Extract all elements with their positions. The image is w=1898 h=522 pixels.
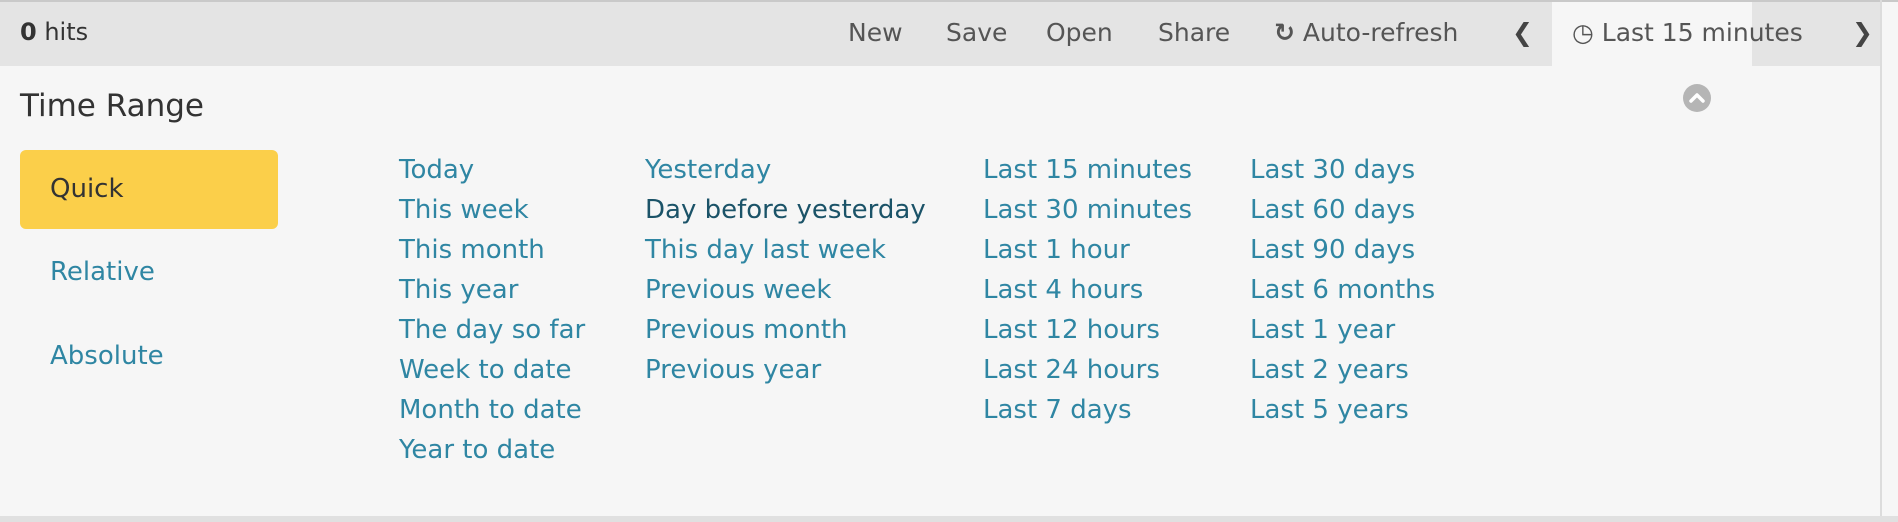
quick-option[interactable]: Week to date: [399, 355, 572, 385]
clock-icon: ◷: [1572, 18, 1594, 47]
quick-option[interactable]: Last 5 years: [1250, 395, 1409, 425]
chevron-left-icon[interactable]: ❮: [1512, 18, 1533, 47]
quick-option[interactable]: This month: [399, 235, 545, 265]
bottom-border: [0, 516, 1898, 522]
quick-column-4: Last 30 days Last 60 days Last 90 days Last…: [1250, 152, 1435, 432]
quick-option[interactable]: Last 4 hours: [983, 275, 1144, 305]
quick-option[interactable]: This week: [399, 195, 529, 225]
quick-option[interactable]: Previous week: [645, 275, 832, 305]
mode-relative[interactable]: Relative: [50, 257, 155, 287]
quick-column-2: Yesterday Day before yesterday This day la…: [645, 152, 926, 392]
quick-option[interactable]: Last 7 days: [983, 395, 1132, 425]
time-picker-button[interactable]: [1552, 2, 1752, 66]
hits-number: 0: [20, 18, 37, 46]
collapse-icon[interactable]: [1683, 84, 1711, 112]
quick-option[interactable]: Previous month: [645, 315, 848, 345]
quick-option[interactable]: Last 6 months: [1250, 275, 1436, 305]
chevron-right-icon[interactable]: ❯: [1852, 18, 1873, 47]
quick-option[interactable]: This year: [399, 275, 519, 305]
quick-option[interactable]: Last 90 days: [1250, 235, 1416, 265]
quick-option[interactable]: Last 30 minutes: [983, 195, 1193, 225]
mode-quick[interactable]: Quick: [20, 150, 278, 229]
quick-option[interactable]: Last 15 minutes: [983, 155, 1193, 185]
quick-option[interactable]: Last 30 days: [1250, 155, 1416, 185]
refresh-icon: ↻: [1274, 18, 1295, 47]
quick-option[interactable]: Last 1 year: [1250, 315, 1396, 345]
quick-option[interactable]: This day last week: [645, 235, 886, 265]
mode-quick-label: Quick: [50, 174, 124, 204]
right-border: [1880, 0, 1882, 522]
panel-title: Time Range: [20, 88, 204, 124]
quick-option[interactable]: Year to date: [399, 435, 556, 465]
mode-absolute[interactable]: Absolute: [50, 341, 164, 371]
quick-option[interactable]: Yesterday: [645, 155, 772, 185]
quick-option[interactable]: Last 12 hours: [983, 315, 1160, 345]
new-button[interactable]: New: [848, 18, 903, 47]
hits-count: 0 hits: [20, 18, 88, 46]
auto-refresh-button[interactable]: ↻ Auto-refresh: [1274, 18, 1458, 47]
share-button[interactable]: Share: [1158, 18, 1231, 47]
hits-label: hits: [44, 18, 89, 46]
quick-option[interactable]: Last 2 years: [1250, 355, 1409, 385]
top-border: [0, 0, 1898, 2]
quick-column-1: Today This week This month This year The day…: [399, 152, 585, 472]
save-button[interactable]: Save: [946, 18, 1008, 47]
quick-option[interactable]: The day so far: [399, 315, 586, 345]
quick-option[interactable]: Previous year: [645, 355, 822, 385]
quick-column-3: Last 15 minutes Last 30 minutes Last 1 hou…: [983, 152, 1192, 432]
quick-option[interactable]: Last 1 hour: [983, 235, 1130, 265]
time-picker-label[interactable]: ◷ Last 15 minutes: [1572, 18, 1803, 47]
time-range-value: Last 15 minutes: [1601, 18, 1803, 47]
quick-option[interactable]: Month to date: [399, 395, 582, 425]
quick-option[interactable]: Last 24 hours: [983, 355, 1160, 385]
quick-option[interactable]: Last 60 days: [1250, 195, 1416, 225]
open-button[interactable]: Open: [1046, 18, 1113, 47]
quick-option[interactable]: Today: [399, 155, 475, 185]
auto-refresh-label: Auto-refresh: [1302, 18, 1459, 47]
quick-option[interactable]: Day before yesterday: [645, 195, 926, 225]
